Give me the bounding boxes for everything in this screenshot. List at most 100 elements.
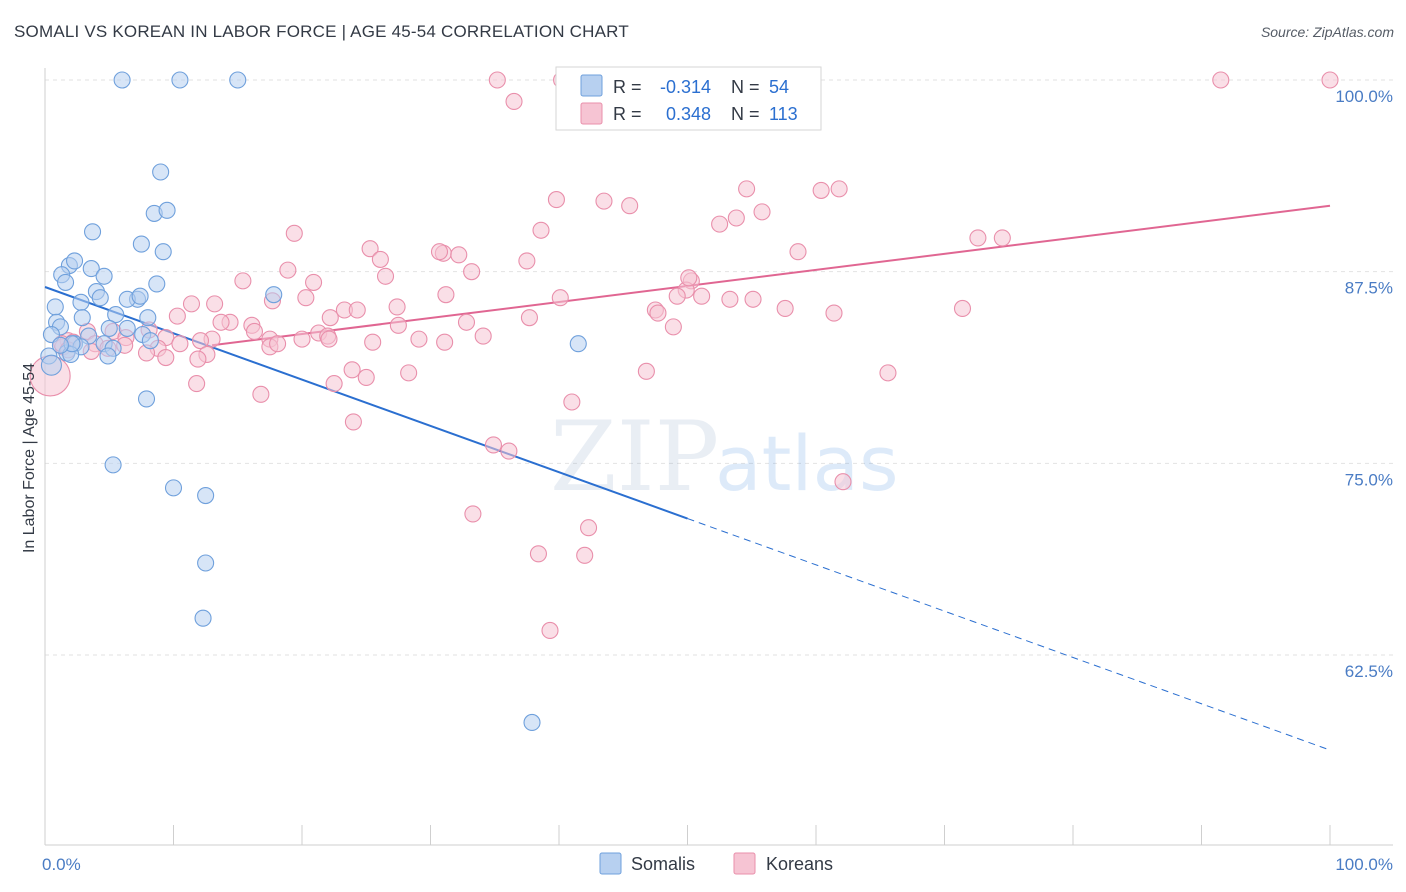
somalis-point-53 <box>51 336 69 354</box>
koreans-point-89 <box>343 361 361 379</box>
somalis-point-44 <box>40 354 62 376</box>
somalis-point-0 <box>113 71 131 89</box>
koreans-point-25 <box>463 263 481 281</box>
koreans-point-90 <box>400 364 418 382</box>
stats-n-value-koreans: 113 <box>769 104 798 124</box>
somalis-point-22 <box>265 286 283 304</box>
koreans-point-106 <box>576 546 594 564</box>
koreans-point-26 <box>279 261 297 279</box>
koreans-point-29 <box>305 273 323 291</box>
watermark: ZIP atlas <box>550 401 899 513</box>
koreans-point-51 <box>168 307 186 325</box>
koreans-point-70 <box>320 330 338 348</box>
koreans-point-28 <box>234 272 252 290</box>
koreans-point-7 <box>830 180 848 198</box>
stats-r-label-koreans: R = <box>613 104 642 124</box>
koreans-point-55 <box>212 313 230 331</box>
koreans-point-40 <box>182 295 201 313</box>
koreans-point-93 <box>357 368 375 387</box>
stats-swatch-somalis <box>580 74 603 97</box>
koreans-point-37 <box>721 290 739 308</box>
koreans-point-91 <box>637 362 655 380</box>
koreans-point-107 <box>541 621 559 640</box>
koreans-point-112 <box>364 333 382 351</box>
somalis-point-38 <box>141 332 159 350</box>
koreans-point-46 <box>348 301 366 319</box>
koreans-point-72 <box>410 330 428 348</box>
x-tick-label-1: 100.0% <box>1335 855 1393 874</box>
y-tick-labels: 62.5% 75.0% 87.5% 100.0% <box>1335 87 1393 681</box>
x-tick-labels: 0.0% 100.0% <box>42 855 1393 874</box>
koreans-point-92 <box>879 364 897 382</box>
koreans-point-97 <box>252 385 270 403</box>
stats-box: R = -0.314 N = 54 R = 0.348 N = 113 <box>555 66 822 131</box>
koreans-point-95 <box>188 375 206 393</box>
koreans-point-5 <box>738 180 756 198</box>
somalis-point-24 <box>107 306 125 324</box>
watermark-zip: ZIP <box>550 401 719 513</box>
y-tick-label-2: 87.5% <box>1345 279 1393 298</box>
koreans-point-65 <box>474 327 492 345</box>
somalis-point-45 <box>137 390 156 408</box>
koreans-point-24 <box>518 252 536 270</box>
somalis-point-50 <box>194 609 212 627</box>
somalis-point-20 <box>131 287 149 305</box>
source-label: Source: ZipAtlas.com <box>1260 24 1394 40</box>
somalis-point-6 <box>83 223 102 241</box>
grid-lines <box>45 79 1393 656</box>
stats-n-label-somalis: N = <box>731 77 760 97</box>
koreans-point-16 <box>969 229 987 247</box>
koreans-point-98 <box>563 393 581 411</box>
y-tick-label-3: 100.0% <box>1335 87 1393 106</box>
somalis-point-14 <box>148 275 166 293</box>
somalis-point-11 <box>82 260 100 278</box>
stats-r-label-somalis: R = <box>613 77 642 97</box>
somalis-point-30 <box>118 319 136 337</box>
somalis-point-1 <box>171 71 189 89</box>
somalis-point-26 <box>139 309 157 327</box>
watermark-atlas: atlas <box>715 419 899 508</box>
koreans-point-99 <box>344 413 362 431</box>
koreans-point-101 <box>500 442 518 460</box>
somalis-point-15 <box>57 273 75 291</box>
legend-swatch-koreans <box>733 852 756 875</box>
somalis-point-33 <box>100 319 118 337</box>
somalis-point-2 <box>229 71 247 89</box>
x-tick-label-0: 0.0% <box>42 855 81 874</box>
somalis-point-3 <box>152 163 170 181</box>
koreans-point-6 <box>812 181 830 199</box>
koreans-point-73 <box>191 332 210 350</box>
koreans-point-111 <box>680 269 698 287</box>
somalis-point-25 <box>73 309 91 327</box>
koreans-point-39 <box>206 295 224 313</box>
koreans-point-44 <box>776 299 794 318</box>
koreans-point-8 <box>547 191 565 209</box>
somalis-point-43 <box>569 335 587 353</box>
somalis-point-13 <box>95 267 113 285</box>
koreans-point-43 <box>953 299 972 318</box>
somalis-point-51 <box>523 713 541 732</box>
somalis-point-21 <box>72 293 90 311</box>
koreans-point-17 <box>993 229 1011 247</box>
chart-title: SOMALI VS KOREAN IN LABOR FORCE | AGE 45… <box>14 22 629 41</box>
axes <box>44 68 1393 846</box>
legend-label-somalis: Somalis <box>631 854 695 874</box>
koreans-point-18 <box>361 240 379 258</box>
koreans-point-59 <box>245 322 264 341</box>
koreans-point-22 <box>789 243 807 261</box>
koreans-point-3 <box>1321 71 1339 89</box>
koreans-point-41 <box>551 289 569 307</box>
y-axis-label: In Labor Force | Age 45-54 <box>21 363 38 553</box>
stats-r-value-koreans: 0.348 <box>666 104 711 124</box>
koreans-point-4 <box>505 92 523 111</box>
koreans-point-20 <box>430 243 449 261</box>
somalis-point-49 <box>197 554 215 572</box>
koreans-point-23 <box>371 250 389 268</box>
legend-label-koreans: Koreans <box>766 854 833 874</box>
koreans-point-42 <box>388 298 406 316</box>
koreans-point-100 <box>484 436 503 454</box>
somalis-point-47 <box>164 479 183 497</box>
y-tick-label-0: 62.5% <box>1345 662 1393 681</box>
koreans-point-88 <box>189 350 207 368</box>
